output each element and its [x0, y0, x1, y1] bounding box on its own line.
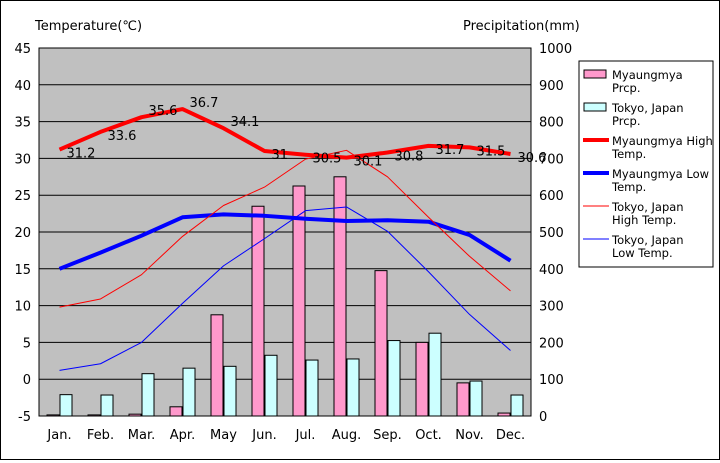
precip-bar — [292, 185, 306, 417]
precip-bar — [305, 359, 319, 417]
right-tick-label: 500 — [539, 226, 564, 241]
category-label: Jan. — [46, 428, 71, 443]
left-tick-label: 35 — [14, 116, 31, 131]
right-tick-label: 400 — [539, 263, 564, 278]
left-tick-label: 5 — [23, 336, 31, 351]
right-tick-label: 300 — [539, 300, 564, 315]
category-label: May — [210, 428, 237, 443]
left-tick-label: 30 — [14, 152, 31, 167]
temperature-line — [58, 107, 511, 160]
precip-bar — [210, 314, 224, 417]
precip-bar — [46, 414, 60, 417]
precip-bar — [497, 412, 511, 417]
precip-bar — [510, 394, 524, 417]
left-tick-label: 10 — [14, 300, 31, 315]
precip-bar — [141, 373, 155, 417]
data-label: 33.6 — [108, 129, 137, 144]
temperature-line — [59, 206, 511, 371]
data-label: 34.1 — [231, 115, 260, 130]
right-tick-label: 700 — [539, 152, 564, 167]
right-axis-title: Precipitation(mm) — [463, 19, 580, 34]
data-label: 30.5 — [313, 152, 342, 167]
precip-bar — [251, 205, 265, 417]
legend-label: Prcp. — [612, 81, 641, 95]
legend-label: Tokyo, Japan — [611, 233, 684, 247]
data-label: 31.2 — [67, 147, 96, 162]
legend-label: Temp. — [611, 147, 646, 161]
legend-box — [578, 60, 714, 268]
legend-label: Myaungmya High — [612, 134, 713, 148]
legend-swatch — [583, 69, 607, 79]
legend-label: Myaungmya Low — [612, 167, 709, 181]
category-label: Jul. — [295, 428, 316, 443]
legend-label: Tokyo, Japan — [611, 200, 684, 214]
precip-bar — [169, 406, 183, 417]
category-label: Jun. — [251, 428, 276, 443]
legend-label: Temp. — [611, 180, 646, 194]
precip-bar — [87, 414, 101, 417]
right-tick-label: 200 — [539, 336, 564, 351]
left-tick-label: 45 — [14, 42, 31, 57]
right-tick-label: 600 — [539, 189, 564, 204]
data-label: 31.5 — [477, 144, 506, 159]
right-tick-label: 1000 — [539, 42, 572, 57]
left-tick-label: 0 — [23, 373, 31, 388]
right-tick-label: 900 — [539, 79, 564, 94]
data-label: 31 — [272, 148, 289, 163]
data-label: 30.6 — [518, 151, 547, 166]
data-label: 36.7 — [190, 96, 219, 111]
data-label: 30.8 — [395, 150, 424, 165]
precip-bar — [333, 176, 347, 417]
data-label: 30.1 — [354, 155, 383, 170]
precip-bar — [415, 341, 429, 417]
temperature-line — [59, 149, 511, 308]
legend-swatch — [583, 102, 607, 112]
precip-bar — [100, 394, 114, 417]
data-label: 31.7 — [436, 143, 465, 158]
category-label: Oct. — [415, 428, 442, 443]
left-tick-label: 15 — [14, 263, 31, 278]
precip-bar — [387, 340, 401, 417]
category-label: Mar. — [128, 428, 155, 443]
category-label: Nov. — [455, 428, 484, 443]
plot-border — [38, 47, 532, 417]
data-label: 35.6 — [149, 104, 178, 119]
category-label: Aug. — [332, 428, 362, 443]
precip-bar — [428, 332, 442, 417]
precip-bar — [456, 382, 470, 417]
right-tick-label: 800 — [539, 116, 564, 131]
category-label: Dec. — [496, 428, 525, 443]
precip-bar — [128, 413, 142, 417]
precip-bar — [346, 358, 360, 417]
category-label: Apr. — [170, 428, 195, 443]
precip-bar — [469, 380, 483, 417]
right-tick-label: 0 — [539, 410, 547, 425]
precip-bar — [374, 270, 388, 417]
left-tick-label: 25 — [14, 189, 31, 204]
precip-bar — [264, 354, 278, 417]
right-tick-label: 100 — [539, 373, 564, 388]
precip-bar — [223, 365, 237, 417]
legend-label: Low Temp. — [612, 246, 673, 260]
category-label: Feb. — [87, 428, 114, 443]
left-axis-title: Temperature(℃) — [34, 19, 142, 34]
precip-bar — [182, 367, 196, 417]
legend-label: Tokyo, Japan — [611, 101, 684, 115]
legend-label: Myaungmya — [612, 68, 683, 82]
category-label: Sep. — [373, 428, 402, 443]
legend-label: High Temp. — [612, 213, 676, 227]
left-tick-label: -5 — [18, 410, 31, 425]
left-tick-label: 20 — [14, 226, 31, 241]
precip-bar — [59, 394, 73, 417]
legend-label: Prcp. — [612, 114, 641, 128]
left-tick-label: 40 — [14, 79, 31, 94]
